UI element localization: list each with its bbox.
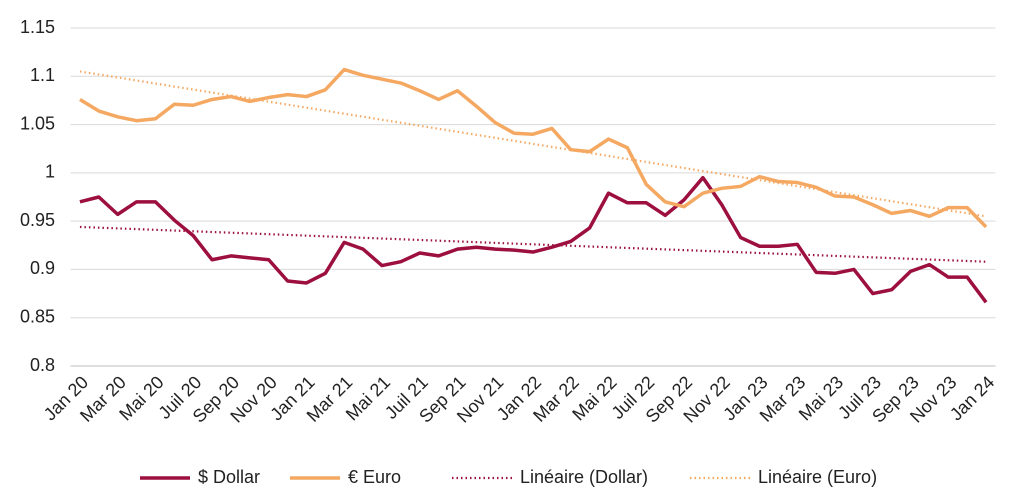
series-line bbox=[79, 67, 988, 229]
y-tick-label: 0.9 bbox=[30, 258, 55, 278]
y-tick-label: 1 bbox=[45, 162, 55, 182]
y-tick-label: 1.15 bbox=[20, 17, 55, 37]
y-tick-label: 0.8 bbox=[30, 355, 55, 375]
legend-label: Linéaire (Dollar) bbox=[520, 467, 648, 487]
y-tick-label: 0.95 bbox=[20, 210, 55, 230]
legend-label: Linéaire (Euro) bbox=[758, 467, 877, 487]
y-tick-label: 0.85 bbox=[20, 306, 55, 326]
legend-label: $ Dollar bbox=[198, 467, 260, 487]
y-tick-label: 1.1 bbox=[30, 65, 55, 85]
trend-line bbox=[79, 225, 987, 263]
y-tick-label: 1.05 bbox=[20, 113, 55, 133]
legend-label: € Euro bbox=[348, 467, 401, 487]
series-line bbox=[79, 175, 988, 304]
trend-line bbox=[79, 70, 987, 218]
